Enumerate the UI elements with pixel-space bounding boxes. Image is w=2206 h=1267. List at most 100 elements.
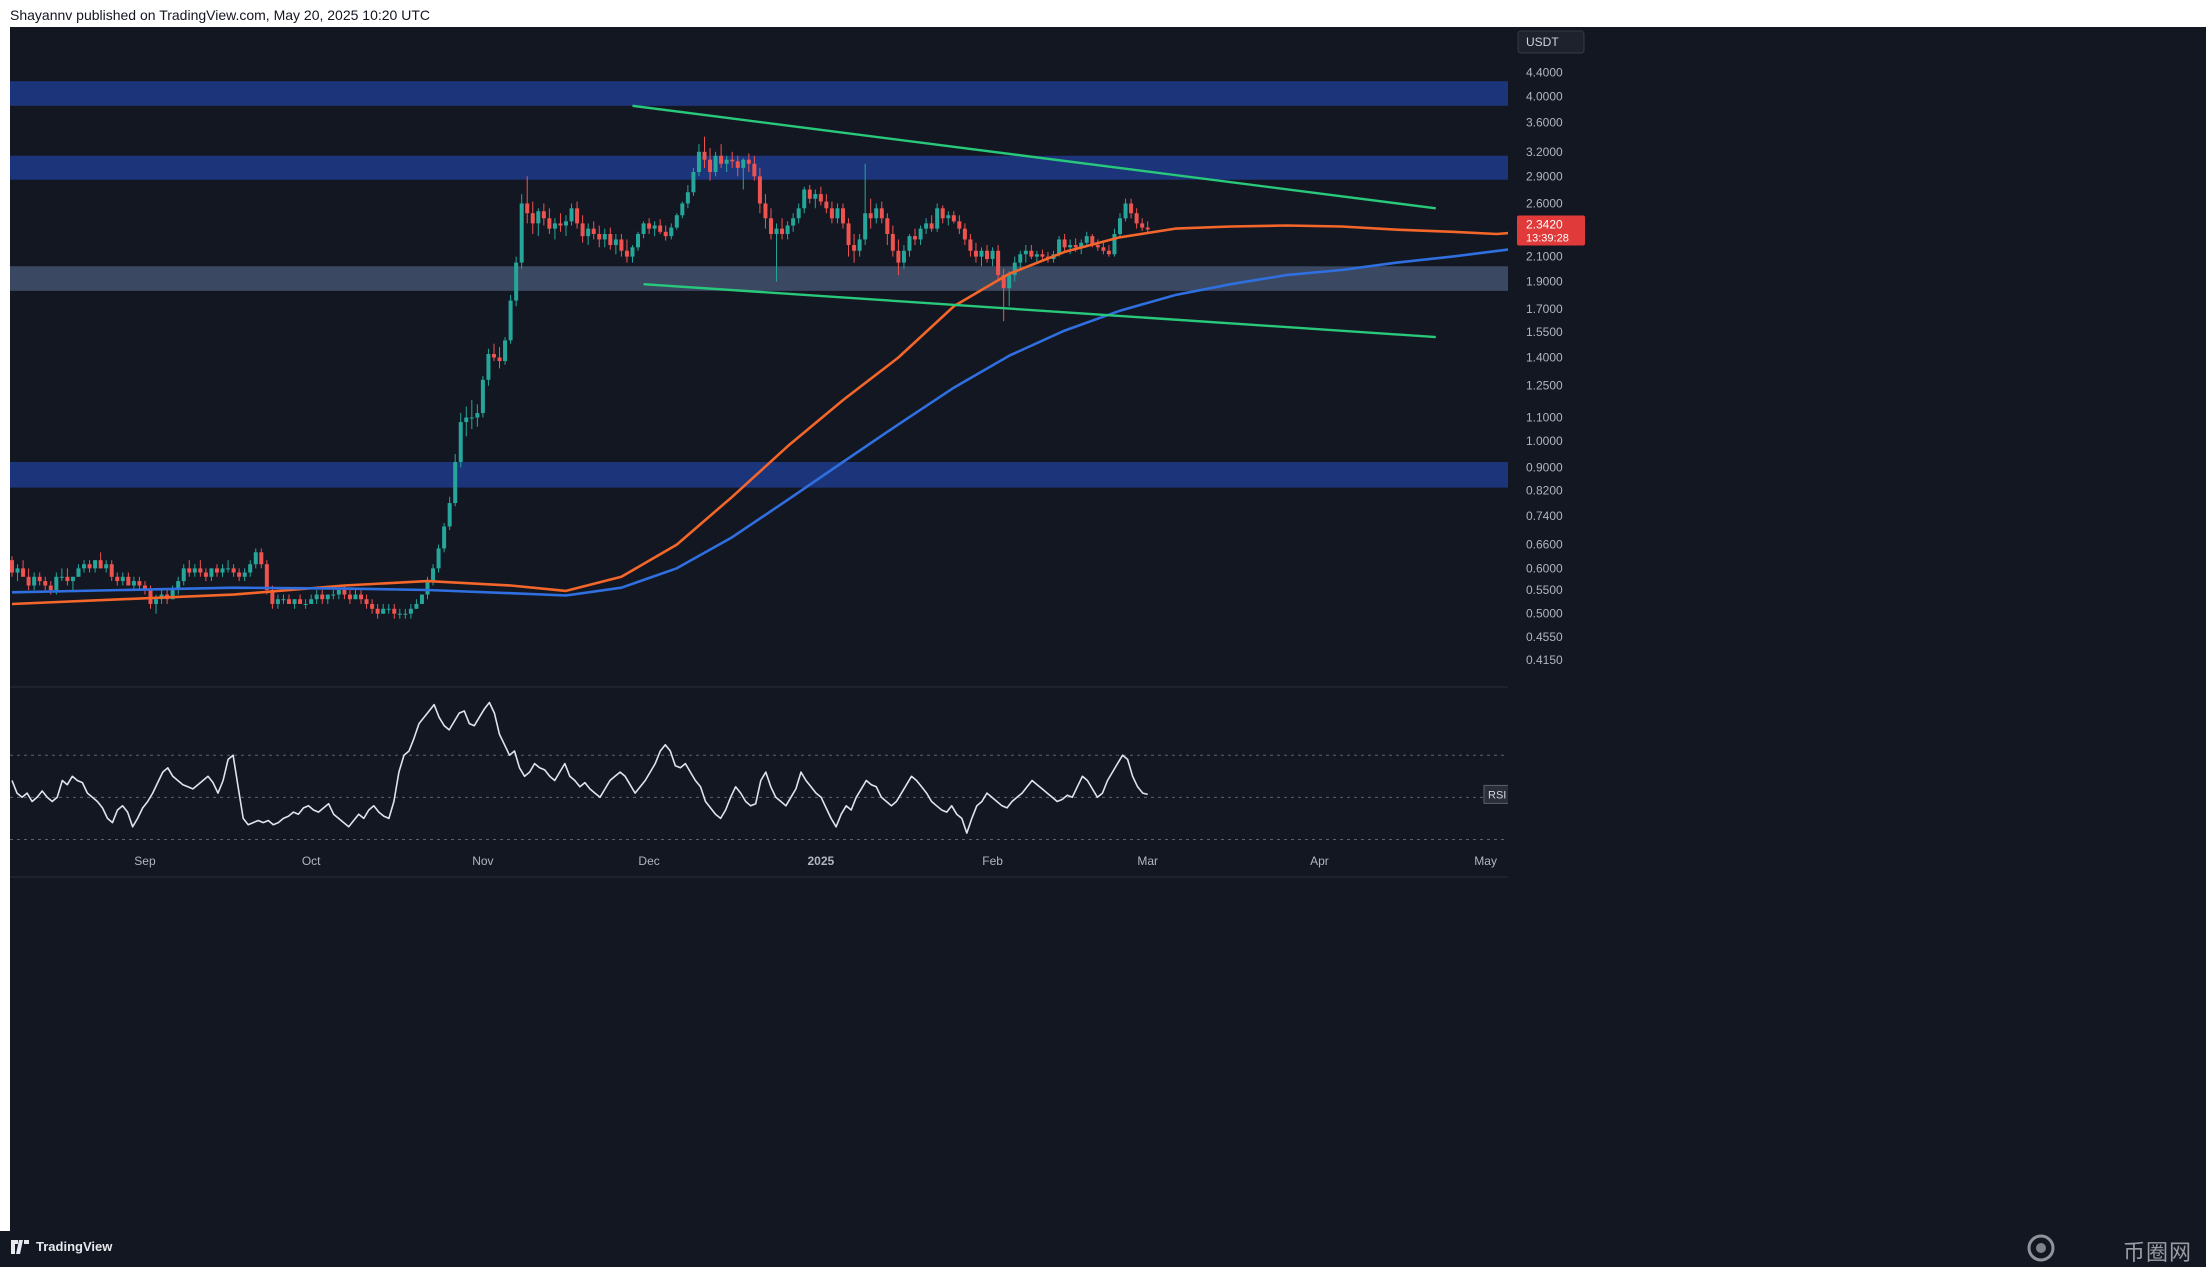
- candle-body: [82, 564, 87, 569]
- candle-body: [126, 576, 131, 586]
- candle-body: [874, 208, 879, 219]
- candle-body: [1145, 227, 1150, 230]
- price-tick-label: 2.6000: [1526, 196, 1563, 210]
- candle-body: [508, 300, 513, 341]
- candle-body: [375, 608, 380, 614]
- lower-trendline: [643, 282, 1436, 339]
- candle-body: [170, 589, 175, 600]
- candle-body: [15, 568, 20, 573]
- candle-body: [1090, 236, 1095, 246]
- candle-body: [951, 215, 956, 222]
- candle-body: [1057, 239, 1062, 255]
- candle-body: [719, 155, 724, 164]
- candle-body: [21, 568, 26, 577]
- candle-body: [397, 613, 402, 615]
- candle-body: [442, 526, 447, 549]
- price-tick-label: 1.2500: [1526, 379, 1563, 393]
- candle-body: [419, 594, 424, 604]
- price-tick-label: 2.9000: [1526, 169, 1563, 183]
- candle-body: [973, 250, 978, 257]
- candle-body: [1068, 245, 1073, 248]
- candle-body: [741, 159, 746, 168]
- price-tick-label: 0.6000: [1526, 561, 1563, 575]
- candle-body: [431, 568, 436, 582]
- price-tick-label: 1.7000: [1526, 302, 1563, 316]
- candle-body: [990, 250, 995, 260]
- candle-body: [270, 589, 275, 604]
- candle-body: [43, 581, 48, 586]
- candle-body: [1123, 203, 1128, 219]
- candle-body: [214, 568, 219, 573]
- chart-svg[interactable]: 100.0090.0080.0070.0060.0040.0030.00RSI5…: [10, 27, 2206, 1231]
- candle-body: [414, 603, 419, 609]
- candle-body: [852, 245, 857, 251]
- candle-body: [392, 608, 397, 614]
- price-tick-label: 2.1000: [1526, 250, 1563, 264]
- candle-body: [1129, 203, 1134, 214]
- candle-body: [547, 218, 552, 229]
- candle-body: [674, 215, 679, 228]
- publisher-header: Shayannv published on TradingView.com, M…: [0, 0, 2206, 28]
- candle-body: [281, 599, 286, 601]
- currency-badge: [1517, 30, 1585, 54]
- candle-body: [436, 548, 441, 569]
- candle-body: [259, 552, 264, 565]
- chart-area[interactable]: 100.0090.0080.0070.0060.0040.0030.00RSI5…: [10, 27, 2206, 1231]
- candle-body: [303, 603, 308, 605]
- candle-body: [1112, 233, 1117, 255]
- candle-body: [913, 236, 918, 240]
- candle-body: [320, 594, 325, 600]
- candle-body: [26, 576, 31, 586]
- candle-body: [985, 250, 990, 260]
- candle-body: [791, 218, 796, 226]
- candle-body: [580, 223, 585, 237]
- price-tick-label: 1.0000: [1526, 434, 1563, 448]
- candle-body: [735, 161, 740, 168]
- time-tick-label: May: [1474, 854, 1497, 868]
- candle-body: [796, 208, 801, 219]
- candle-body: [746, 159, 751, 164]
- candles-layer: [10, 136, 1150, 619]
- candle-body: [1007, 275, 1012, 289]
- candle-body: [154, 599, 159, 604]
- candle-body: [491, 353, 496, 358]
- candle-body: [48, 585, 53, 590]
- price-tick-label: 1.1000: [1526, 411, 1563, 425]
- time-tick-label: Dec: [638, 854, 659, 868]
- publisher-text: Shayannv published on TradingView.com, M…: [10, 7, 430, 23]
- price-tick-label: 0.4150: [1526, 653, 1563, 667]
- candle-body: [564, 221, 568, 226]
- candle-body: [142, 585, 147, 590]
- candle-body: [630, 247, 635, 257]
- candle-body: [713, 155, 718, 173]
- candle-body: [597, 233, 602, 240]
- candle-body: [248, 564, 253, 573]
- candle-body: [829, 208, 834, 219]
- candle-body: [519, 203, 524, 263]
- candle-body: [569, 208, 574, 222]
- current-price-countdown: 13:39:28: [1526, 232, 1569, 244]
- candle-body: [1029, 250, 1034, 257]
- time-tick-label: Oct: [302, 854, 321, 868]
- candle-body: [287, 599, 291, 604]
- candle-body: [530, 213, 535, 224]
- price-tick-label: 0.4550: [1526, 630, 1563, 644]
- candle-body: [1134, 213, 1139, 224]
- tradingview-logo[interactable]: TradingView: [10, 1239, 112, 1254]
- candle-body: [558, 223, 563, 226]
- candle-body: [962, 228, 967, 240]
- support-resistance-zone-1: [10, 81, 1510, 106]
- candle-body: [364, 599, 369, 604]
- candle-body: [1012, 262, 1017, 276]
- time-tick-label: Apr: [1310, 854, 1329, 868]
- candle-body: [353, 594, 358, 600]
- candle-body: [763, 203, 768, 219]
- footer-bar: TradingView 币圈网: [0, 1231, 2206, 1267]
- candle-body: [780, 228, 785, 234]
- candle-body: [115, 576, 120, 582]
- candle-body: [37, 576, 42, 582]
- current-price-value: 2.3420: [1526, 217, 1563, 231]
- candle-body: [685, 192, 690, 204]
- candle-body: [896, 250, 901, 263]
- candle-body: [641, 223, 646, 234]
